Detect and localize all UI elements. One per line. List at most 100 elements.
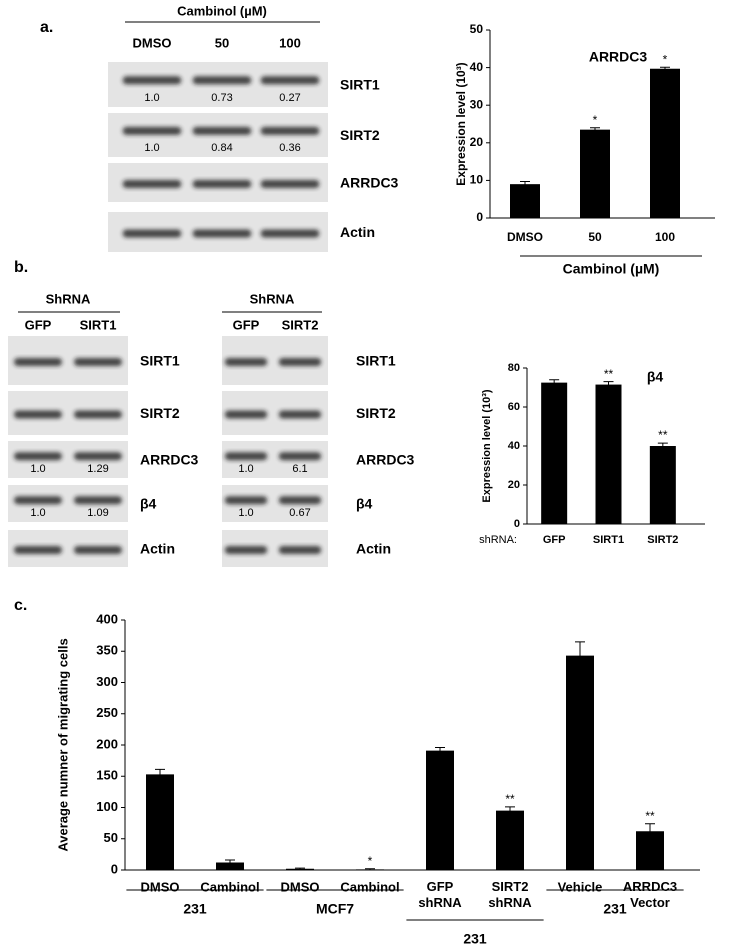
blot-row-label: β4 — [140, 496, 157, 512]
y-tick-label: 100 — [96, 799, 118, 814]
y-tick-label: 20 — [508, 479, 520, 491]
y-tick-label: 350 — [96, 643, 118, 658]
quant-label: 0.27 — [279, 92, 300, 104]
bar — [566, 655, 594, 870]
error-bar — [575, 641, 585, 670]
blot-row-label: SIRT2 — [140, 405, 180, 421]
panel-label: b. — [14, 259, 28, 276]
quant-label: 1.09 — [87, 507, 108, 519]
blot-band — [74, 452, 122, 461]
chart-title: β4 — [647, 369, 664, 385]
significance-mark: * — [368, 854, 373, 868]
lane-label: SIRT2 — [282, 317, 319, 332]
quant-label: 0.36 — [279, 142, 300, 154]
significance-mark: ** — [604, 367, 614, 381]
x-tick-label: Vehicle — [558, 879, 603, 894]
blot-band — [192, 180, 252, 188]
quant-label: 1.0 — [30, 507, 45, 519]
lane-label: 100 — [279, 35, 301, 50]
lane-label: GFP — [233, 317, 260, 332]
quant-label: 0.84 — [211, 142, 232, 154]
x-tick-label: DMSO — [507, 230, 543, 244]
lane-label: SIRT1 — [80, 317, 117, 332]
blot-row-label: SIRT2 — [340, 127, 380, 143]
blot-band — [260, 229, 320, 238]
blot-strip — [108, 113, 328, 157]
blot-band — [224, 546, 268, 554]
blot-band — [260, 180, 320, 188]
quant-label: 1.0 — [238, 507, 253, 519]
blot-row-label: ARRDC3 — [340, 175, 399, 191]
x-tick-label-line: shRNA — [418, 895, 462, 910]
blot-band — [278, 410, 322, 419]
blot-strip — [108, 62, 328, 107]
bar — [580, 129, 610, 218]
y-tick-label: 0 — [476, 210, 483, 224]
blot-band — [224, 496, 268, 505]
blot-band — [74, 410, 122, 419]
y-axis-label: Expression level (10³) — [481, 389, 493, 502]
error-bar — [657, 442, 668, 449]
error-bar — [520, 181, 530, 187]
blot-row-label: SIRT1 — [140, 353, 180, 369]
blot-band — [74, 546, 122, 554]
blot-row-label: Actin — [140, 541, 175, 557]
y-tick-label: 80 — [508, 362, 520, 374]
error-bar — [295, 867, 305, 870]
lane-label: 50 — [215, 35, 229, 50]
blot-band — [14, 358, 62, 366]
quant-label: 1.0 — [30, 463, 45, 475]
significance-mark: ** — [658, 428, 668, 442]
error-bar — [155, 768, 165, 780]
y-axis-label: Average numner of migrating cells — [55, 638, 70, 851]
group-label: 231 — [183, 901, 207, 917]
y-tick-label: 400 — [96, 611, 118, 626]
bar — [496, 810, 524, 870]
blot-band — [260, 76, 320, 85]
blot-band — [224, 358, 268, 366]
y-tick-label: 0 — [111, 861, 118, 876]
quant-label: 1.0 — [144, 92, 159, 104]
blot-band — [278, 452, 322, 461]
blot-band — [224, 452, 268, 461]
y-tick-label: 20 — [470, 135, 484, 149]
error-bar — [660, 66, 670, 71]
x-tick-label: SIRT2 shRNA — [488, 879, 532, 910]
blot-band — [122, 229, 182, 238]
quant-label: 1.0 — [144, 142, 159, 154]
y-tick-label: 50 — [104, 830, 118, 845]
chart-title: ARRDC3 — [589, 49, 648, 65]
blot-row-label: ARRDC3 — [356, 452, 415, 468]
x-tick-label: 100 — [655, 230, 675, 244]
group-label: MCF7 — [316, 901, 354, 917]
group-label: 231 — [603, 901, 627, 917]
blot-row-label: Actin — [356, 541, 391, 557]
blot-header: ShRNA — [250, 291, 295, 306]
bar — [650, 68, 680, 218]
x-tick-label: GFP — [543, 534, 566, 546]
panel-label: c. — [14, 597, 27, 614]
blot-row-label: ARRDC3 — [140, 452, 199, 468]
y-tick-label: 300 — [96, 674, 118, 689]
x-tick-label: GFP shRNA — [418, 879, 462, 910]
x-tick-label: ARRDC3 Vector — [623, 879, 677, 910]
blot-band — [260, 126, 320, 135]
bar — [649, 446, 676, 524]
bar — [595, 384, 622, 524]
y-tick-label: 0 — [514, 518, 520, 530]
blot-row-label: SIRT1 — [356, 353, 396, 369]
panel-label: a. — [40, 19, 53, 36]
y-axis-label: Expression level (10³) — [454, 62, 468, 185]
quant-label: 1.0 — [238, 463, 253, 475]
bar — [146, 774, 174, 870]
blot-band — [14, 496, 62, 505]
blot-header: Cambinol (µM) — [177, 3, 267, 18]
error-bar — [505, 806, 515, 815]
y-tick-label: 40 — [470, 60, 484, 74]
bar — [426, 750, 454, 870]
x-tick-label: Cambinol — [200, 879, 259, 894]
blot-header: ShRNA — [46, 291, 91, 306]
y-tick-label: 60 — [508, 401, 520, 413]
blot-band — [278, 546, 322, 554]
significance-mark: * — [663, 52, 668, 66]
